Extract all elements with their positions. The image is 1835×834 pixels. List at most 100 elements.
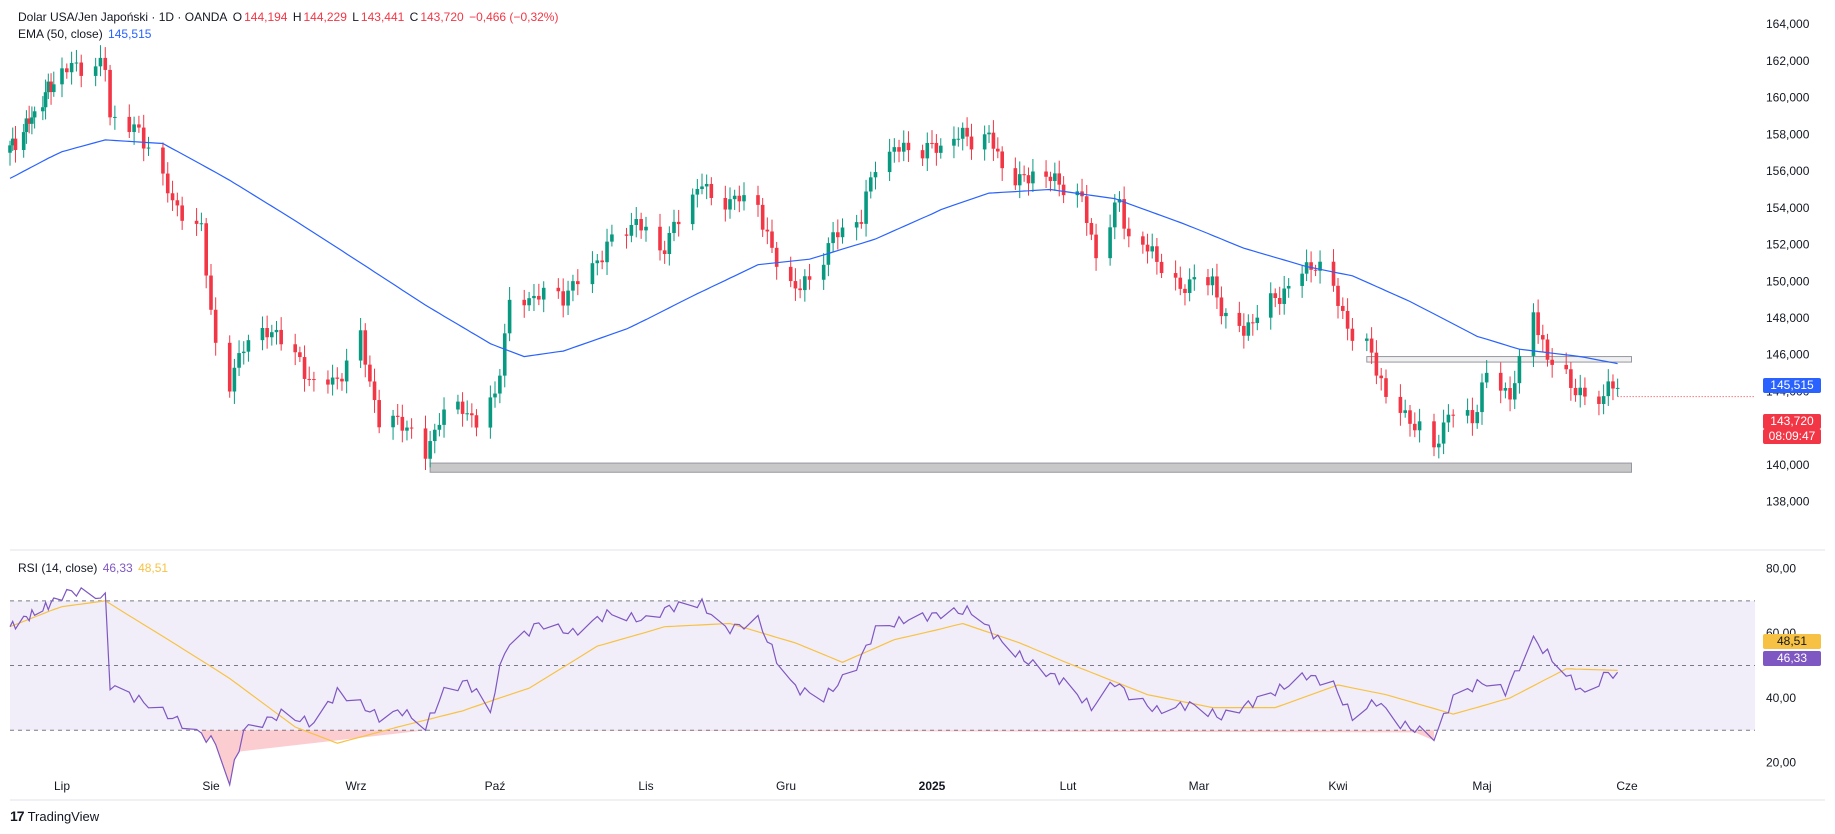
candle-up (1480, 382, 1484, 413)
rsi-tag: 46,33 (1763, 651, 1821, 666)
candle-down (624, 234, 629, 236)
price-tick-label: 150,000 (1766, 274, 1810, 288)
candle-up (442, 409, 446, 425)
candle-up (146, 147, 151, 149)
countdown-tag: 08:09:47 (1763, 429, 1821, 444)
rsi-line (9, 587, 1619, 788)
candle-up (358, 330, 363, 361)
open-value: 144,194 (244, 10, 288, 24)
candle-down (165, 173, 170, 194)
candle-up (432, 429, 437, 442)
candle-up (98, 57, 103, 67)
candle-up (1300, 273, 1304, 286)
candle-down (561, 291, 565, 306)
close-label: C (409, 10, 419, 24)
candle-down (1273, 293, 1278, 299)
candles (8, 45, 1620, 470)
candle-down (1611, 381, 1615, 389)
candle-down (522, 299, 527, 306)
candle-down (423, 428, 428, 459)
candle-down (1498, 372, 1503, 391)
candle-up (1615, 387, 1620, 389)
candle-up (605, 241, 609, 263)
tradingview-logo[interactable]: 17 TradingView (10, 808, 99, 824)
rsi-oversold-fill (201, 730, 1435, 785)
candle-up (831, 232, 835, 244)
candle-down (1183, 288, 1187, 293)
candle-up (1601, 396, 1606, 404)
candle-up (1365, 338, 1369, 341)
price-tick-label: 164,000 (1766, 17, 1810, 31)
candle-down (409, 427, 414, 429)
candle-down (27, 118, 31, 124)
candle-down (1173, 273, 1178, 278)
date-tick-label: Gru (776, 779, 796, 793)
candle-down (537, 295, 541, 300)
candle-down (127, 116, 132, 133)
price-tick-label: 160,000 (1766, 91, 1810, 105)
candle-down (312, 379, 316, 381)
rsi-label: RSI (14, close) (18, 561, 98, 575)
candle-up (405, 427, 409, 431)
candle-down (1573, 387, 1578, 396)
candle-down (1408, 410, 1412, 424)
candle-up (232, 367, 237, 392)
candle-up (1268, 293, 1273, 318)
candle-down (1545, 339, 1550, 360)
candle-down (1094, 234, 1098, 259)
time-axis: Lip Sie Wrz Paź Lis Gru 2025 Lut Mar Kwi Maj Cze (54, 779, 1638, 793)
candle-down (756, 195, 760, 205)
candle-down (1155, 246, 1159, 262)
candle-up (1017, 174, 1022, 186)
candle-down (920, 150, 925, 159)
rsi-tick-label: 20,00 (1766, 756, 1796, 770)
candle-down (600, 260, 604, 263)
candle-up (1286, 285, 1291, 289)
candle-down (1084, 196, 1089, 223)
candle-down (1384, 378, 1388, 397)
candle-up (1210, 276, 1215, 286)
candle-down (774, 247, 779, 267)
candle-down (1048, 176, 1053, 182)
candle-down (770, 231, 774, 248)
price-tick-label: 140,000 (1766, 458, 1810, 472)
candle-up (1512, 383, 1517, 400)
candle-down (307, 378, 312, 380)
candle-up (246, 340, 251, 352)
candle-down (79, 62, 84, 76)
candle-down (1237, 312, 1242, 326)
candle-down (227, 342, 232, 392)
candle-down (1277, 298, 1282, 304)
candle-down (340, 378, 344, 382)
candle-down (1597, 396, 1601, 404)
candle-up (30, 117, 34, 124)
candle-up (566, 290, 570, 306)
candle-down (175, 200, 180, 206)
candle-down (1022, 174, 1026, 176)
tradingview-logo-text: TradingView (27, 808, 100, 824)
open-label: O (232, 10, 243, 24)
symbol-title: Dolar USA/Jen Japoński · 1D · OANDA (18, 10, 228, 24)
candle-up (43, 92, 48, 108)
candle-down (556, 287, 561, 292)
candle-up (1606, 381, 1611, 397)
candle-up (8, 145, 12, 153)
candle-down (377, 400, 381, 428)
candle-down (298, 352, 302, 358)
candle-down (1398, 396, 1403, 413)
candle-up (590, 263, 595, 285)
candle-up (1578, 387, 1583, 396)
candle-down (1313, 269, 1318, 271)
candle-up (732, 195, 737, 200)
price-tick-label: 162,000 (1766, 54, 1810, 68)
candle-down (1541, 335, 1545, 340)
candle-down (897, 147, 901, 152)
change-value: −0,466 (−0,32%) (469, 10, 559, 24)
candle-up (1150, 246, 1155, 252)
candle-up (925, 142, 930, 159)
price-tick-label: 148,000 (1766, 311, 1810, 325)
candle-down (1061, 184, 1066, 196)
